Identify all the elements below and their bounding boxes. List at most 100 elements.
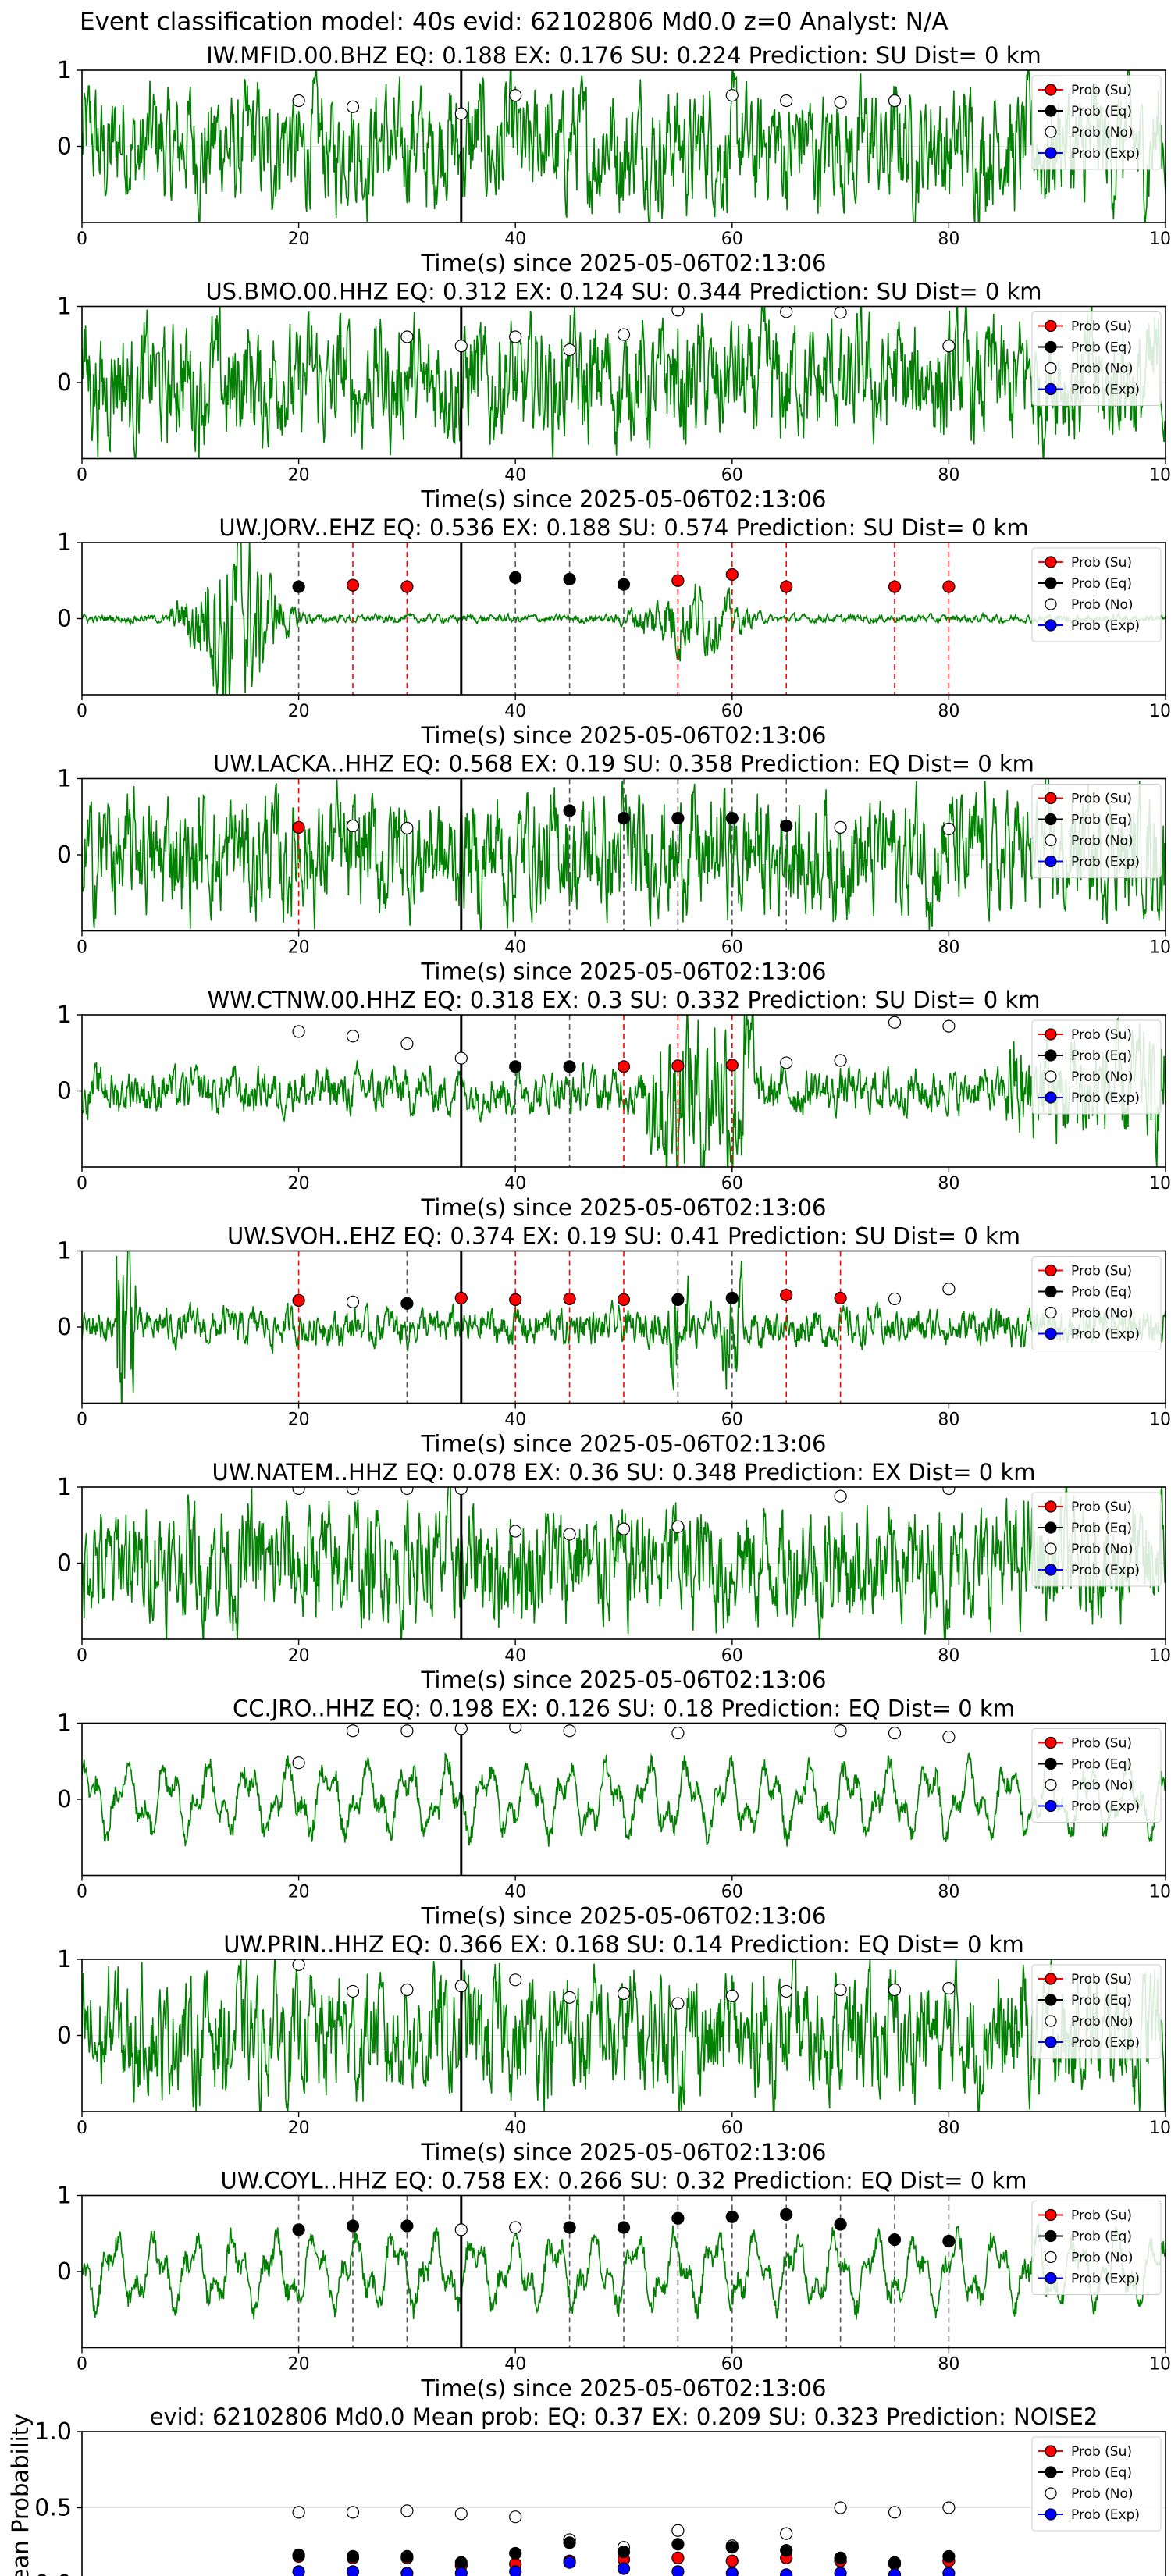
mean-prob-marker-no <box>292 2506 305 2519</box>
legend-marker-exp <box>1045 2508 1057 2521</box>
x-tick-label: 20 <box>288 229 310 249</box>
mean-prob-marker-eq <box>834 2551 847 2564</box>
x-tick-label: 40 <box>504 1174 526 1194</box>
mean-prob-marker-no <box>400 2504 414 2517</box>
prob-marker-no <box>400 1037 414 1051</box>
prob-marker-no <box>671 306 685 317</box>
legend-box <box>1031 1256 1162 1350</box>
prob-marker-su <box>509 1293 522 1307</box>
prob-marker-eq <box>671 2211 685 2225</box>
legend-label: Prob (Eq) <box>1071 1757 1132 1773</box>
legend-box <box>1031 75 1162 170</box>
legend-marker-no <box>1045 126 1057 138</box>
x-tick-label: 80 <box>938 229 959 249</box>
plot-area <box>82 1015 1166 1167</box>
legend-marker-su <box>1045 792 1057 805</box>
legend-marker-no <box>1045 2015 1057 2027</box>
legend-label: Prob (Exp) <box>1071 2035 1140 2051</box>
prob-marker-no <box>888 1727 902 1740</box>
mean-prob-marker-eq <box>671 2538 685 2551</box>
x-tick-label: 100 <box>1149 1411 1171 1430</box>
plot-area <box>82 1251 1166 1404</box>
prob-marker-no <box>780 1056 793 1069</box>
legend-marker-exp <box>1045 619 1057 632</box>
y-tick-label: 0 <box>57 606 72 633</box>
legend-marker-su <box>1045 1028 1057 1041</box>
x-tick-label: 100 <box>1149 702 1171 721</box>
plot-area <box>82 1487 1166 1639</box>
plot-area <box>82 1959 1166 2112</box>
panel-5: 0 20 40 60 80 100 0 1 WW.CTNW.00.HHZ EQ: 0.318 E… <box>57 987 1171 1221</box>
legend-label: Prob (Eq) <box>1071 2229 1132 2245</box>
prob-marker-no <box>346 1487 360 1496</box>
y-tick-label: 0 <box>57 369 72 397</box>
panel-3: 0 20 40 60 80 100 0 1 UW.JORV..EHZ EQ: 0.536 EX:… <box>57 514 1171 749</box>
panel-7: 0 20 40 60 80 100 0 1 UW.NATEM..HHZ EQ: 0.078 EX… <box>57 1459 1171 1693</box>
prob-marker-no <box>617 1522 631 1535</box>
legend-marker-su <box>1045 1973 1057 1985</box>
plot-area <box>82 306 1166 459</box>
legend-label: Prob (Eq) <box>1071 2465 1132 2481</box>
legend-marker-eq <box>1045 1521 1057 1534</box>
prob-marker-no <box>671 1520 685 1533</box>
panel-title: evid: 62102806 Md0.0 Mean prob: EQ: 0.37… <box>150 2403 1098 2430</box>
prob-marker-no <box>780 1984 793 1998</box>
prob-marker-su <box>725 568 739 582</box>
legend-marker-su <box>1045 84 1057 96</box>
prob-marker-su <box>834 1291 847 1305</box>
legend-marker-no <box>1045 2250 1057 2264</box>
prob-marker-no <box>509 89 522 102</box>
prob-marker-eq <box>834 2218 847 2231</box>
prob-marker-no <box>454 340 468 353</box>
prob-marker-eq <box>400 1297 414 1310</box>
x-tick-label: 0 <box>77 2355 87 2375</box>
legend-label: Prob (Su) <box>1071 2208 1132 2224</box>
waveform-trace <box>82 1487 1166 1639</box>
x-tick-label: 20 <box>288 1174 310 1194</box>
legend-marker-su <box>1045 1500 1057 1513</box>
legend-marker-eq <box>1045 1757 1057 1770</box>
legend-label: Prob (Exp) <box>1071 1091 1140 1106</box>
prob-marker-no <box>454 107 468 120</box>
prob-marker-no <box>346 819 360 833</box>
panel-title: UW.COYL..HHZ EQ: 0.758 EX: 0.266 SU: 0.3… <box>220 2168 1027 2194</box>
prob-marker-no <box>400 1983 414 1997</box>
x-axis-label: Time(s) since 2025-05-06T02:13:06 <box>421 2139 827 2165</box>
prob-marker-no <box>454 1980 468 1993</box>
x-tick-label: 100 <box>1149 2355 1171 2375</box>
x-tick-label: 20 <box>288 1411 310 1430</box>
prob-marker-no <box>454 1051 468 1065</box>
x-tick-label: 80 <box>938 2355 959 2375</box>
prob-marker-eq <box>617 2221 631 2234</box>
legend-label: Prob (Exp) <box>1071 2507 1140 2523</box>
prob-marker-no <box>454 2223 468 2236</box>
x-tick-label: 60 <box>721 2119 743 2138</box>
prob-marker-eq <box>563 804 576 817</box>
prob-marker-no <box>888 1016 902 1029</box>
legend-label: Prob (Eq) <box>1071 1521 1132 1536</box>
prob-marker-no <box>942 1283 956 1296</box>
legend-marker-no <box>1045 1778 1057 1791</box>
legend-label: Prob (Su) <box>1071 1736 1132 1752</box>
x-tick-label: 100 <box>1149 466 1171 486</box>
prob-marker-no <box>346 1295 360 1308</box>
prob-marker-no <box>834 1054 847 1067</box>
figure-title: Event classification model: 40s evid: 62… <box>80 8 949 36</box>
prob-marker-eq <box>617 812 631 825</box>
y-tick-label: 1 <box>57 2183 72 2210</box>
y-tick-label: 1 <box>57 1238 72 1265</box>
prob-marker-eq <box>725 2210 739 2223</box>
mean-prob-marker-eq <box>563 2536 576 2549</box>
mean-prob-marker-exp <box>834 2567 847 2576</box>
x-tick-label: 60 <box>721 1646 743 1666</box>
prob-marker-no <box>400 821 414 834</box>
prob-marker-eq <box>509 571 522 584</box>
legend-marker-su <box>1045 1736 1057 1749</box>
mean-prob-marker-exp <box>617 2562 631 2575</box>
mean-prob-marker-eq <box>888 2556 902 2569</box>
x-tick-label: 80 <box>938 466 959 486</box>
prob-marker-no <box>509 1723 522 1734</box>
x-tick-label: 100 <box>1149 938 1171 958</box>
prob-marker-no <box>346 1724 360 1738</box>
panel-8: 0 20 40 60 80 100 0 1 CC.JRO..HHZ EQ: 0.198 EX: … <box>57 1695 1171 1930</box>
